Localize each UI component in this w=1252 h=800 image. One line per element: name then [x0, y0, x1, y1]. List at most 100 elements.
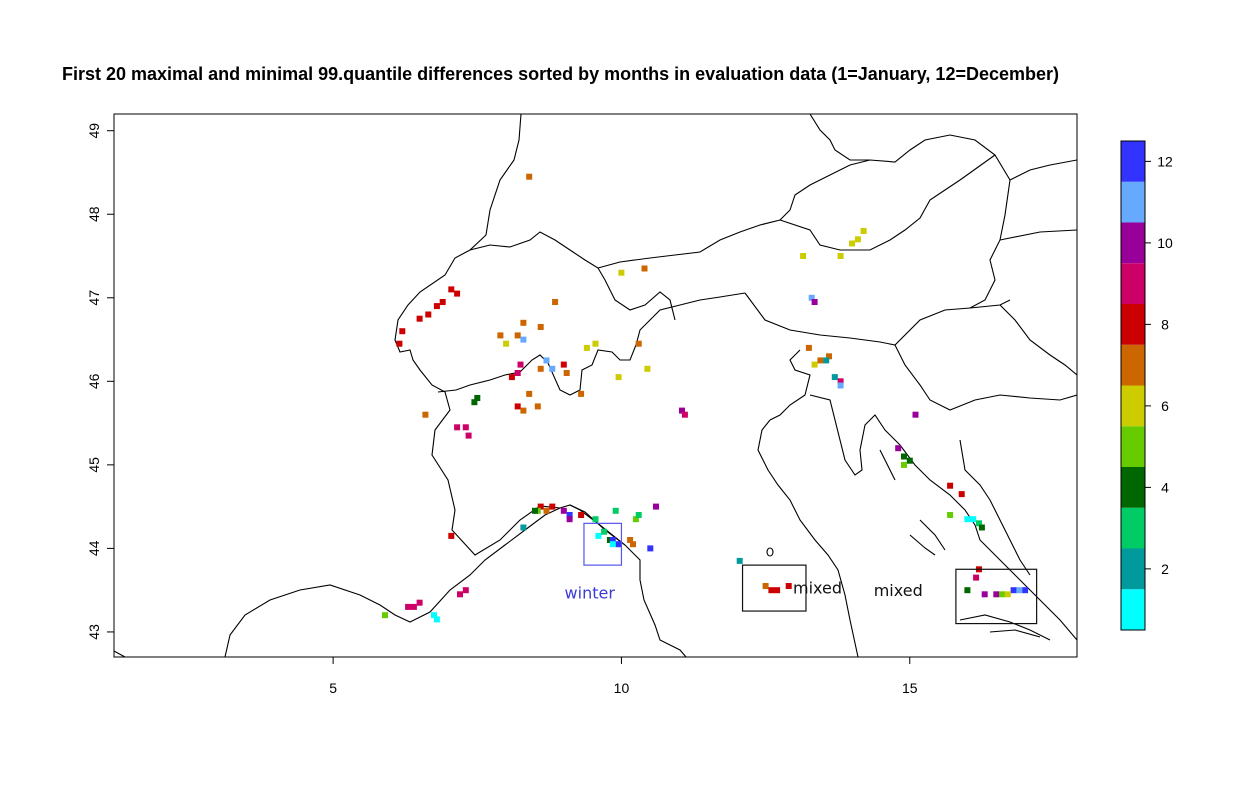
grid-cell [912, 411, 919, 418]
grid-cell [808, 294, 815, 301]
grid-cell [999, 591, 1005, 598]
annotation-label: mixed [793, 579, 842, 598]
legend-swatch [1121, 507, 1145, 549]
grid-cell [382, 612, 388, 619]
island-1 [879, 449, 896, 481]
y-tick-label: 48 [86, 206, 102, 222]
grid-cell [410, 603, 417, 610]
grid-cell [508, 374, 515, 381]
grid-cell [681, 411, 688, 418]
grid-cell [964, 587, 971, 594]
grid-cell [679, 407, 685, 414]
grid-cell [601, 528, 608, 535]
grid-cell [978, 524, 985, 531]
y-tick-label: 43 [86, 624, 102, 640]
region-box [741, 564, 807, 612]
x-tick-label: 5 [329, 680, 337, 696]
grid-cell [433, 616, 440, 623]
grid-cell [854, 236, 861, 243]
grid-cell [973, 574, 980, 581]
grid-cells [382, 173, 1029, 623]
grid-cell [560, 507, 567, 514]
grid-cell [431, 612, 437, 619]
grid-cell [465, 432, 472, 439]
legend-tick-label: 6 [1161, 398, 1169, 414]
grid-cell [517, 361, 524, 368]
grid-cell [474, 395, 481, 401]
grid-cell [416, 599, 423, 606]
grid-cell [837, 253, 844, 259]
annotation-label: mixed [874, 581, 923, 600]
grid-cell [454, 424, 461, 431]
legend-swatch [1121, 426, 1145, 467]
grid-cell [497, 332, 504, 339]
grid-cell [635, 340, 642, 347]
grid-cell [566, 512, 573, 518]
x-axis: 5 10 15 [329, 657, 918, 696]
grid-cell [526, 173, 533, 180]
grid-cell [831, 374, 838, 381]
grid-cell [552, 299, 559, 305]
grid-cell [644, 365, 651, 372]
grid-cell [805, 344, 812, 351]
grid-cell [826, 353, 832, 360]
grid-cell [399, 328, 406, 335]
grid-cell [849, 240, 856, 247]
grid-cell [566, 516, 573, 523]
grid-cell [958, 491, 965, 498]
grid-cell [448, 532, 455, 539]
border-ch-de-at [469, 231, 676, 321]
grid-cell [595, 532, 602, 539]
y-tick-label: 47 [86, 290, 102, 306]
grid-cell [537, 365, 544, 372]
grid-cell [762, 583, 769, 589]
grid-cell [1022, 587, 1029, 594]
border-de-at [597, 134, 1011, 309]
grid-cell [549, 503, 556, 510]
legend-tick-label: 4 [1161, 479, 1169, 495]
grid-cell [583, 344, 590, 351]
border-ch-it [437, 292, 746, 396]
grid-cell [520, 319, 527, 326]
grid-cell [947, 512, 954, 518]
border-at-south [744, 292, 1011, 346]
y-tick-label: 45 [86, 457, 102, 473]
grid-cell [736, 557, 743, 564]
grid-cell [837, 382, 844, 389]
legend-tick-label: 2 [1161, 561, 1169, 577]
grid-cell [635, 512, 642, 518]
grid-cell [609, 537, 616, 543]
chart-title: First 20 maximal and minimal 99.quantile… [62, 64, 1060, 84]
grid-cell [627, 537, 634, 543]
grid-cell [537, 324, 544, 330]
grid-cell [641, 265, 648, 272]
legend-swatch [1121, 385, 1145, 427]
grid-cell [425, 311, 432, 318]
grid-cell [837, 378, 844, 385]
border-si-hr [894, 304, 1077, 411]
border-fr-ch-de [394, 114, 687, 657]
grid-cell [653, 503, 659, 510]
grid-cell [970, 516, 977, 523]
y-tick-label: 44 [86, 540, 102, 556]
legend-swatch [1121, 141, 1145, 182]
grid-cell [993, 591, 1000, 598]
grid-cell [811, 361, 818, 368]
grid-cell [823, 357, 830, 364]
legend-swatch [1121, 304, 1145, 345]
grid-cell [1016, 587, 1023, 594]
grid-cell [563, 370, 570, 376]
grid-cell [906, 457, 913, 464]
grid-cell [514, 403, 521, 410]
grid-cell [800, 253, 807, 259]
grid-cell [549, 365, 556, 372]
grid-cell [537, 503, 544, 510]
grid-cell [448, 286, 455, 293]
grid-cell [615, 541, 622, 548]
grid-cell [976, 520, 982, 527]
grid-cell [630, 541, 636, 548]
grid-cell [811, 299, 818, 305]
legend-frame [1120, 140, 1146, 631]
grid-cell [578, 390, 585, 397]
legend-swatch [1121, 344, 1145, 386]
